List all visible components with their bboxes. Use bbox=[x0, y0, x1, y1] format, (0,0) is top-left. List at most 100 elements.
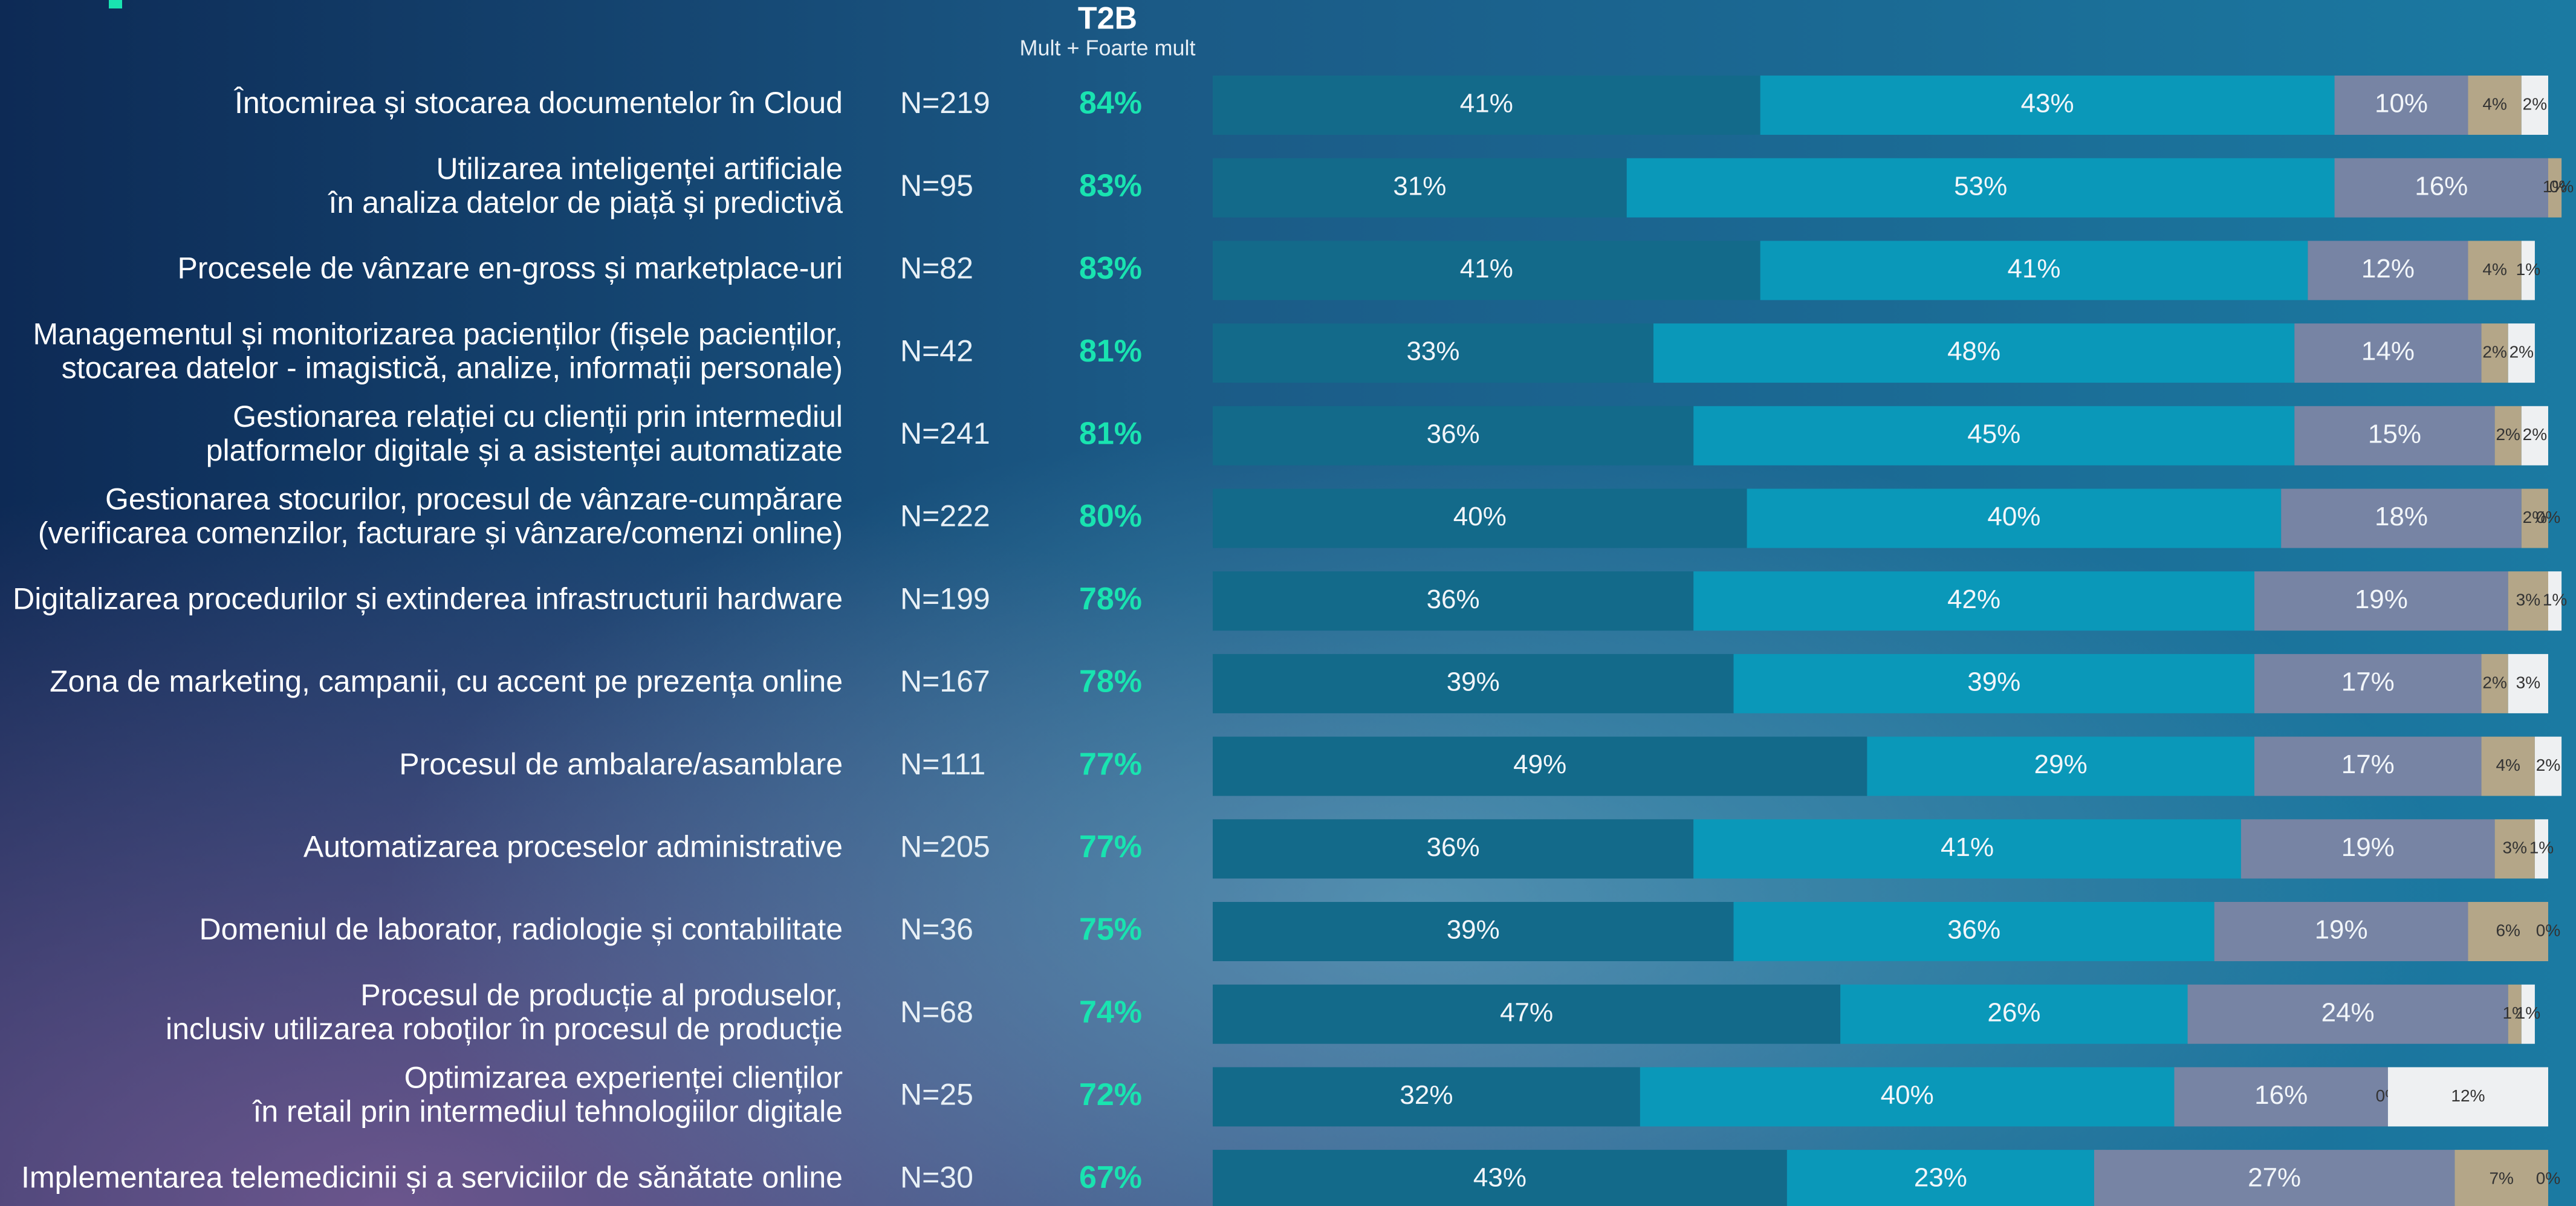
category-label: Procesul de ambalare/asamblare bbox=[399, 747, 843, 781]
t2b-value: 83% bbox=[1079, 251, 1142, 286]
bar-segment bbox=[1693, 819, 2241, 879]
segment-label: 0% bbox=[2549, 177, 2574, 196]
t2b-value: 77% bbox=[1079, 829, 1142, 864]
category-label: platformelor digitale și a asistenței au… bbox=[206, 433, 843, 467]
bar-segment bbox=[1693, 571, 2255, 631]
segment-label: 43% bbox=[2021, 89, 2074, 118]
bar-segment bbox=[2174, 1067, 2388, 1127]
bar-segment bbox=[2214, 902, 2468, 961]
segment-label: 2% bbox=[2536, 756, 2560, 774]
category-label: Digitalizarea procedurilor și extinderea… bbox=[13, 582, 843, 615]
bar-segment bbox=[2468, 902, 2548, 961]
bar-segment bbox=[2468, 76, 2522, 135]
segment-label: 49% bbox=[1513, 750, 1566, 779]
bar-segment bbox=[1626, 158, 2335, 218]
t2b-value: 78% bbox=[1079, 582, 1142, 617]
segment-label: 2% bbox=[2523, 94, 2547, 113]
segment-label: 3% bbox=[2503, 838, 2527, 857]
sample-size: N=30 bbox=[900, 1160, 973, 1194]
bar-segment bbox=[1213, 571, 1694, 631]
bar-segment bbox=[1213, 406, 1694, 465]
sample-size: N=241 bbox=[900, 417, 990, 450]
segment-label: 17% bbox=[2341, 750, 2395, 779]
segment-label: 0% bbox=[2536, 1169, 2560, 1187]
segment-label: 33% bbox=[1406, 337, 1459, 366]
bar-segment bbox=[2494, 406, 2522, 465]
segment-label: 7% bbox=[2489, 1169, 2513, 1187]
category-label: stocarea datelor - imagistică, analize, … bbox=[62, 351, 843, 384]
sample-size: N=95 bbox=[900, 169, 973, 203]
bar-segment bbox=[1213, 736, 1867, 796]
bar-segment bbox=[1653, 323, 2295, 383]
bar-segment bbox=[1213, 488, 1747, 548]
sample-size: N=219 bbox=[900, 86, 990, 120]
bar-segment bbox=[2548, 158, 2562, 218]
category-label: Managementul și monitorizarea paciențilo… bbox=[33, 317, 843, 351]
segment-label: 1% bbox=[2543, 591, 2567, 609]
segment-label: 43% bbox=[1473, 1163, 1526, 1193]
bar-segment bbox=[2534, 819, 2548, 879]
segment-label: 12% bbox=[2451, 1086, 2485, 1105]
segment-label: 40% bbox=[1987, 502, 2040, 531]
bar-segment bbox=[2094, 1150, 2455, 1206]
segment-label: 39% bbox=[1967, 667, 2020, 697]
category-label: Domeniul de laborator, radiologie și con… bbox=[199, 912, 843, 946]
bar-segment bbox=[2508, 323, 2535, 383]
t2b-value: 72% bbox=[1079, 1077, 1142, 1112]
t2b-value: 78% bbox=[1079, 664, 1142, 699]
bar-segment bbox=[2387, 1067, 2548, 1127]
sample-size: N=36 bbox=[900, 912, 973, 946]
t2b-title: T2B bbox=[1078, 1, 1137, 36]
segment-label: 40% bbox=[1453, 502, 1507, 531]
segment-label: 14% bbox=[2361, 337, 2415, 366]
bar-segment bbox=[1213, 241, 1760, 300]
segment-label: 42% bbox=[1947, 585, 2000, 614]
category-label: Zona de marketing, campanii, cu accent p… bbox=[50, 664, 843, 698]
sample-size: N=42 bbox=[900, 334, 973, 368]
segment-label: 1% bbox=[2516, 260, 2540, 279]
bar-segment bbox=[1786, 1150, 2094, 1206]
bar-segment bbox=[2494, 819, 2535, 879]
bar-segment bbox=[2534, 736, 2562, 796]
segment-label: 15% bbox=[2368, 419, 2421, 449]
category-label: Întocmirea și stocarea documentelor în C… bbox=[233, 86, 843, 120]
segment-label: 18% bbox=[2375, 502, 2428, 531]
t2b-value: 80% bbox=[1079, 499, 1142, 534]
segment-label: 45% bbox=[1967, 419, 2020, 449]
segment-label: 41% bbox=[1941, 832, 1994, 862]
bar-segment bbox=[1213, 1067, 1640, 1127]
bar-segment bbox=[1213, 1150, 1787, 1206]
segment-label: 26% bbox=[1987, 997, 2040, 1027]
segment-label: 16% bbox=[2415, 171, 2468, 201]
bar-segment bbox=[2254, 653, 2482, 713]
bar-segment bbox=[2240, 819, 2495, 879]
segment-label: 47% bbox=[1500, 997, 1553, 1027]
segment-label: 4% bbox=[2482, 94, 2506, 113]
category-label: Implementarea telemedicinii și a servici… bbox=[21, 1160, 843, 1194]
category-label: Automatizarea proceselor administrative bbox=[303, 830, 843, 864]
bar-segment bbox=[2187, 984, 2508, 1044]
bar-segment bbox=[2294, 323, 2482, 383]
segment-label: 12% bbox=[2361, 254, 2415, 284]
segment-label: 39% bbox=[1447, 667, 1500, 697]
segment-label: 31% bbox=[1393, 171, 1446, 201]
bar-segment bbox=[2521, 406, 2548, 465]
segment-label: 6% bbox=[2496, 921, 2520, 939]
segment-label: 2% bbox=[2496, 425, 2520, 444]
bar-segment bbox=[1213, 653, 1734, 713]
category-label: Gestionarea stocurilor, procesul de vânz… bbox=[105, 482, 843, 516]
segment-label: 2% bbox=[2482, 673, 2506, 692]
bar-segment bbox=[1733, 902, 2214, 961]
bar-segment bbox=[2468, 241, 2522, 300]
segment-label: 4% bbox=[2496, 756, 2520, 774]
t2b-subtitle: Mult + Foarte mult bbox=[1019, 36, 1195, 60]
segment-label: 19% bbox=[2355, 585, 2408, 614]
bar-segment bbox=[2254, 736, 2482, 796]
segment-label: 23% bbox=[1914, 1163, 1967, 1193]
segment-label: 19% bbox=[2315, 915, 2368, 945]
sample-size: N=199 bbox=[900, 582, 990, 615]
segment-label: 1% bbox=[2516, 1003, 2540, 1022]
category-label: în retail prin intermediul tehnologiilor… bbox=[251, 1095, 843, 1129]
category-label: Procesele de vânzare en-gross și marketp… bbox=[178, 251, 843, 285]
